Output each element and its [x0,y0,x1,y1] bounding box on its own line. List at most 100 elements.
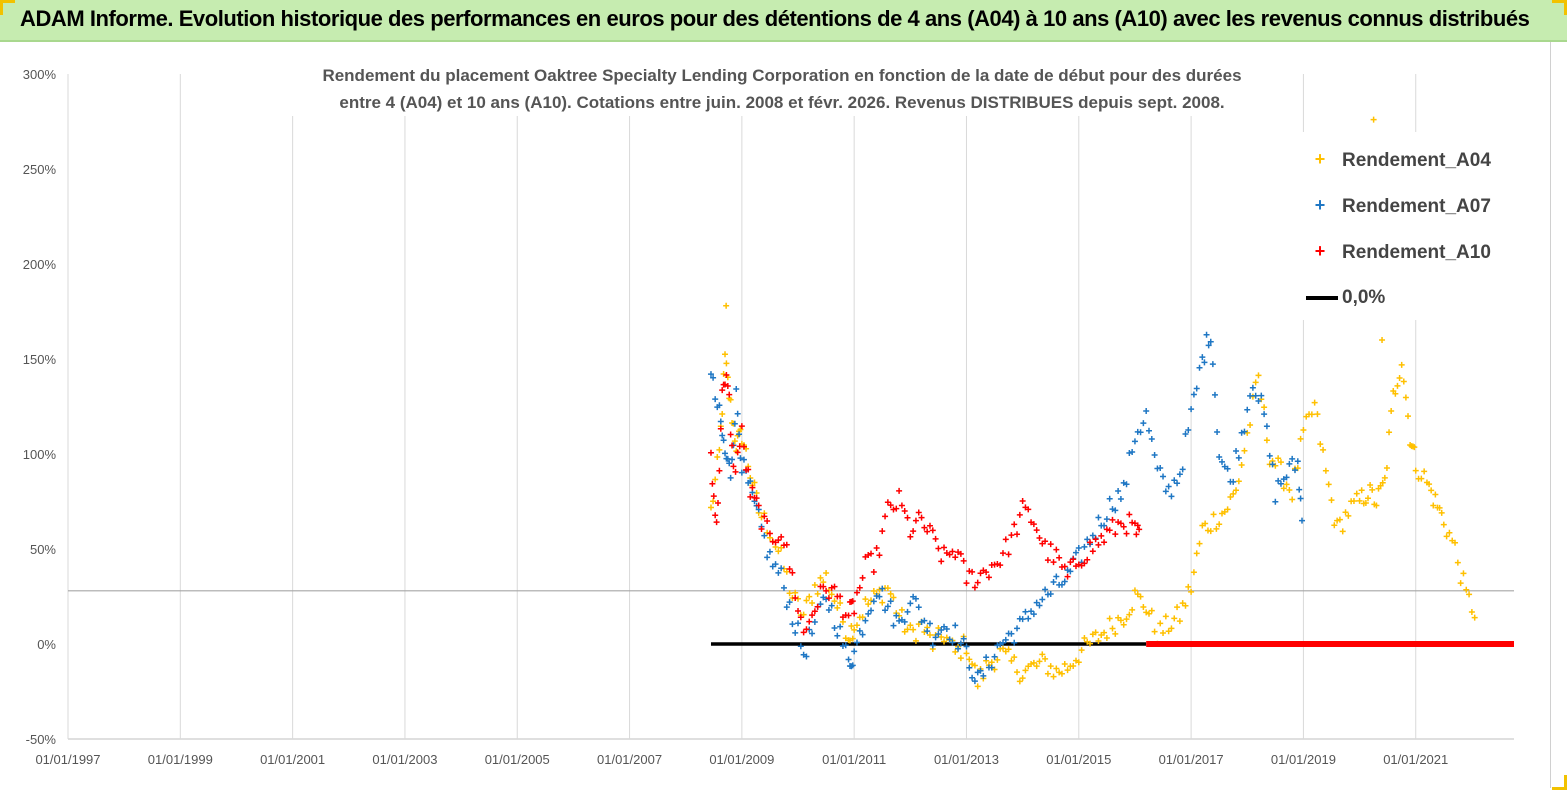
rendement-a07-point [1185,426,1192,433]
rendement-a10-point [1042,538,1049,545]
rendement-a10-point [717,425,724,432]
rendement-a10-point [1056,554,1063,561]
rendement-a10-point [876,552,883,559]
rendement-a04-point [1011,654,1018,661]
rendement-a04-point [1050,673,1057,680]
rendement-a10-point [884,499,891,506]
rendement-a04-point [1185,583,1192,590]
rendement-a04-point [783,568,790,575]
rendement-a04-point [1210,511,1217,518]
rendement-a07-point [1205,342,1212,349]
rendement-a07-point [1266,452,1273,459]
rendement-a04-point [1331,522,1338,529]
rendement-a10-point [893,505,900,512]
rendement-a07-point [747,478,754,485]
rendement-a07-point [1106,495,1113,502]
rendement-a10-point [890,506,897,513]
rendement-a10-point [1014,531,1021,538]
rendement-a10-point [901,508,908,515]
rendement-a04-point [1126,611,1133,618]
rendement-a04-point [1101,629,1108,636]
rendement-a07-point [719,432,726,439]
rendement-a10-point [918,514,925,521]
rendement-a07-point [946,636,953,643]
rendement-a07-point [734,410,741,417]
rendement-a07-point [842,642,849,649]
rendement-a04-point [1019,675,1026,682]
rendement-a10-point [898,502,905,509]
rendement-a07-point [1291,467,1298,474]
rendement-a07-point [837,623,844,630]
rendement-a10-point [814,603,821,610]
rendement-a07-point [1112,507,1119,514]
rendement-a07-point [879,585,886,592]
y-tick-label: 50% [30,542,56,557]
rendement-a10-point [1133,531,1140,538]
rendement-a07-point [809,630,816,637]
rendement-a07-point [1269,461,1276,468]
rendement-a07-point [849,662,856,669]
rendement-a04-point [837,600,844,606]
rendement-a04-point [1370,116,1377,123]
rendement-a04-point [1297,435,1304,442]
rendement-a04-point [1342,509,1349,516]
rendement-a10-point [887,502,894,509]
rendement-a07-point [1022,608,1029,615]
rendement-a04-point [999,645,1006,652]
rendement-a04-point [1162,613,1169,620]
rendement-a04-point [722,351,729,358]
rendement-a07-point [1165,483,1172,490]
rendement-a07-point [1019,616,1026,623]
rendement-a07-point [1203,331,1210,338]
rendement-a04-point [1042,655,1049,662]
rendement-a07-point [1033,599,1040,606]
rendement-a04-point [1379,337,1386,343]
rendement-a04-point [1157,620,1164,627]
rendement-a10-point [851,610,858,617]
rendement-a04-point [1039,651,1046,658]
rendement-a10-point [820,583,827,590]
rendement-a07-point [761,532,768,539]
rendement-a04-point [1005,646,1012,653]
rendement-a07-point [792,629,799,636]
rendement-a07-point [868,607,875,614]
rendement-a04-point [1289,496,1296,503]
rendement-a07-point [733,385,740,392]
rendement-a04-point [1394,382,1401,389]
rendement-a04-point [719,410,726,417]
rendement-a10-point [709,480,716,487]
rendement-a07-point [1235,454,1242,461]
rendement-a07-point [983,654,990,661]
rendement-a10-point [1036,534,1043,541]
rendement-a04-point [879,599,886,606]
rendement-a04-point [1190,569,1197,576]
rendement-a04-point [1386,429,1393,436]
rendement-a04-point [1028,660,1035,667]
rendement-a10-point [1067,559,1074,566]
rendement-a10-point [1053,546,1060,553]
rendement-a10-point [707,449,714,456]
rendement-a07-point [851,648,858,655]
rendement-a07-point [778,565,785,572]
legend-line-zero [1306,296,1338,300]
y-tick-label: 300% [23,67,57,82]
rendement-a04-point [963,650,970,657]
rendement-a10-point [758,526,765,533]
rendement-a10-point [778,533,785,540]
rendement-a04-point [1317,441,1324,448]
rendement-a04-point [887,590,894,597]
rendement-a04-point [834,604,841,611]
rendement-a04-point [1224,506,1231,513]
rendement-a10-point [929,527,936,534]
rendement-a07-point [1182,431,1189,438]
rendement-a04-point [1129,606,1136,613]
rendement-a04-point [1369,486,1376,493]
rendement-a04-point [941,638,948,645]
y-tick-label: 100% [23,447,57,462]
rendement-a10-point [828,584,835,591]
rendement-a07-point [1209,361,1216,368]
rendement-a10-point [1005,551,1012,558]
rendement-a10-point [870,569,877,576]
rendement-a07-point [726,460,733,467]
rendement-a10-point [1106,527,1113,534]
